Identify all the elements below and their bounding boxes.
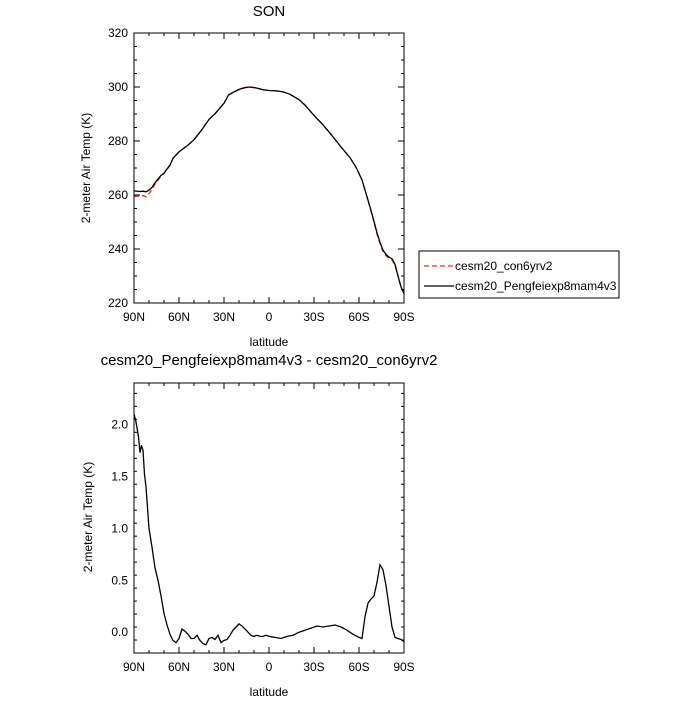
bottom-series-line-0 [133,414,405,646]
top-x-tick-label: 0 [266,310,273,324]
top-x-tick-label: 30N [213,310,235,324]
legend-label-con6yrv2: cesm20_con6yrv2 [455,259,553,273]
top-series-line-1 [133,86,405,294]
bottom-y-axis-label: 2-meter Air Temp (K) [81,462,95,572]
bottom-x-axis-label: latitude [250,685,289,699]
bottom-tick-labels: 90N 60N 30N 0 30S 60S 90S 0.0 0.5 1.0 1.5 2.0 [111,418,414,674]
bottom-y-tick-label: 1.0 [111,521,128,535]
top-y-tick-label: 280 [108,134,128,148]
top-x-tick-label: 30S [303,310,324,324]
bottom-x-tick-label: 90S [393,660,414,674]
bottom-chart-title: cesm20_Pengfeiexp8mam4v3 - cesm20_con6yr… [101,352,438,369]
legend-label-pengfei: cesm20_Pengfeiexp8mam4v3 [455,279,617,293]
bottom-y-tick-label: 0.5 [111,573,128,587]
top-y-tick-label: 320 [108,26,128,40]
legend: cesm20_con6yrv2 cesm20_Pengfeiexp8mam4v3 [418,250,620,299]
top-y-axis-label: 2-meter Air Temp (K) [79,113,93,223]
bottom-x-tick-label: 60N [168,660,190,674]
top-panel: SON 2-meter Air Temp (K) latitude 90N 60N… [79,3,415,349]
bottom-x-tick-label: 30N [213,660,235,674]
legend-box [418,250,620,299]
top-x-tick-label: 90S [393,310,414,324]
top-y-tick-label: 240 [108,242,128,256]
top-y-tick-label: 260 [108,188,128,202]
top-tick-labels: 90N 60N 30N 0 30S 60S 90S 220 240 260 280 300 320 [108,26,415,324]
bottom-x-tick-label: 30S [303,660,324,674]
bottom-x-tick-label: 0 [266,660,273,674]
top-plot-frame [133,32,405,304]
bottom-y-tick-label: 2.0 [111,418,128,432]
bottom-x-tick-label: 60S [348,660,369,674]
top-x-tick-label: 60S [348,310,369,324]
top-series-lines [133,86,405,294]
top-x-tick-label: 90N [123,310,145,324]
top-axis-ticks [133,32,405,304]
top-x-tick-label: 60N [168,310,190,324]
top-y-tick-label: 300 [108,80,128,94]
top-series-line-0 [134,86,405,294]
bottom-axis-ticks [133,383,405,654]
bottom-y-tick-label: 0.0 [111,625,128,639]
top-x-axis-label: latitude [250,335,289,349]
top-y-tick-label: 220 [108,296,128,310]
bottom-x-tick-label: 90N [123,660,145,674]
bottom-series-lines [133,414,405,646]
bottom-panel: cesm20_Pengfeiexp8mam4v3 - cesm20_con6yr… [81,352,437,699]
bottom-plot-frame [133,382,405,654]
bottom-y-tick-label: 1.5 [111,469,128,483]
top-chart-title: SON [253,3,286,20]
